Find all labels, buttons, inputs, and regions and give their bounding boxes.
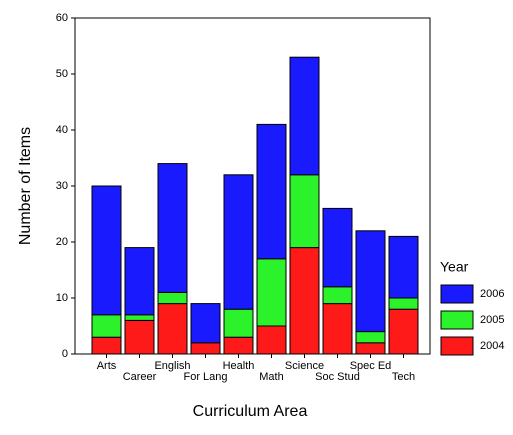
x-tick-label: Math (259, 371, 283, 383)
y-tick-label: 30 (56, 180, 68, 192)
legend-swatch (440, 336, 474, 356)
legend-label: 2004 (480, 340, 504, 352)
bar-segment (355, 331, 386, 344)
bar-segment (223, 308, 254, 338)
bar-segment (190, 342, 221, 355)
legend-swatch (440, 284, 474, 304)
bar-segment (355, 230, 386, 333)
bar-segment (91, 314, 122, 338)
bar-segment (322, 286, 353, 305)
bar-segment (289, 247, 320, 355)
x-tick-label: English (154, 360, 190, 372)
bar-segment (388, 235, 419, 299)
bar-segment (289, 174, 320, 249)
bar-segment (256, 123, 287, 260)
bar-segment (355, 342, 386, 355)
bar-segment (322, 207, 353, 288)
bar-segment (289, 56, 320, 176)
bar-segment (256, 258, 287, 327)
x-tick-label: Tech (392, 371, 415, 383)
y-tick-label: 0 (62, 348, 68, 360)
bar-segment (91, 336, 122, 355)
bar-segment (223, 336, 254, 355)
x-tick-label: Science (285, 360, 324, 372)
y-tick-label: 50 (56, 68, 68, 80)
x-tick-label: Arts (97, 360, 117, 372)
bar-segment (157, 291, 188, 305)
x-tick-label: For Lang (183, 371, 227, 383)
y-tick-label: 10 (56, 292, 68, 304)
bar-segment (157, 303, 188, 355)
bar-segment (124, 319, 155, 355)
bar-segment (256, 325, 287, 355)
bar-segment (190, 303, 221, 344)
bar-segment (223, 174, 254, 310)
bar-segment (388, 308, 419, 355)
y-axis-label: Number of Items (17, 127, 34, 245)
bar-segment (124, 314, 155, 321)
legend-swatch (440, 310, 474, 330)
bar-segment (388, 297, 419, 310)
y-tick-label: 40 (56, 124, 68, 136)
bar-segment (91, 185, 122, 316)
x-axis-label: Curriculum Area (193, 403, 308, 420)
x-tick-label: Soc Stud (315, 371, 360, 383)
x-tick-label: Career (123, 371, 157, 383)
legend-label: 2006 (480, 288, 504, 300)
bar-segment (157, 163, 188, 293)
x-tick-label: Spec Ed (350, 360, 392, 372)
y-tick-label: 20 (56, 236, 68, 248)
legend-title: Year (440, 259, 469, 275)
bar-segment (322, 303, 353, 355)
x-tick-label: Health (223, 360, 255, 372)
legend-label: 2005 (480, 314, 504, 326)
y-tick-label: 60 (56, 12, 68, 24)
bar-segment (124, 247, 155, 316)
